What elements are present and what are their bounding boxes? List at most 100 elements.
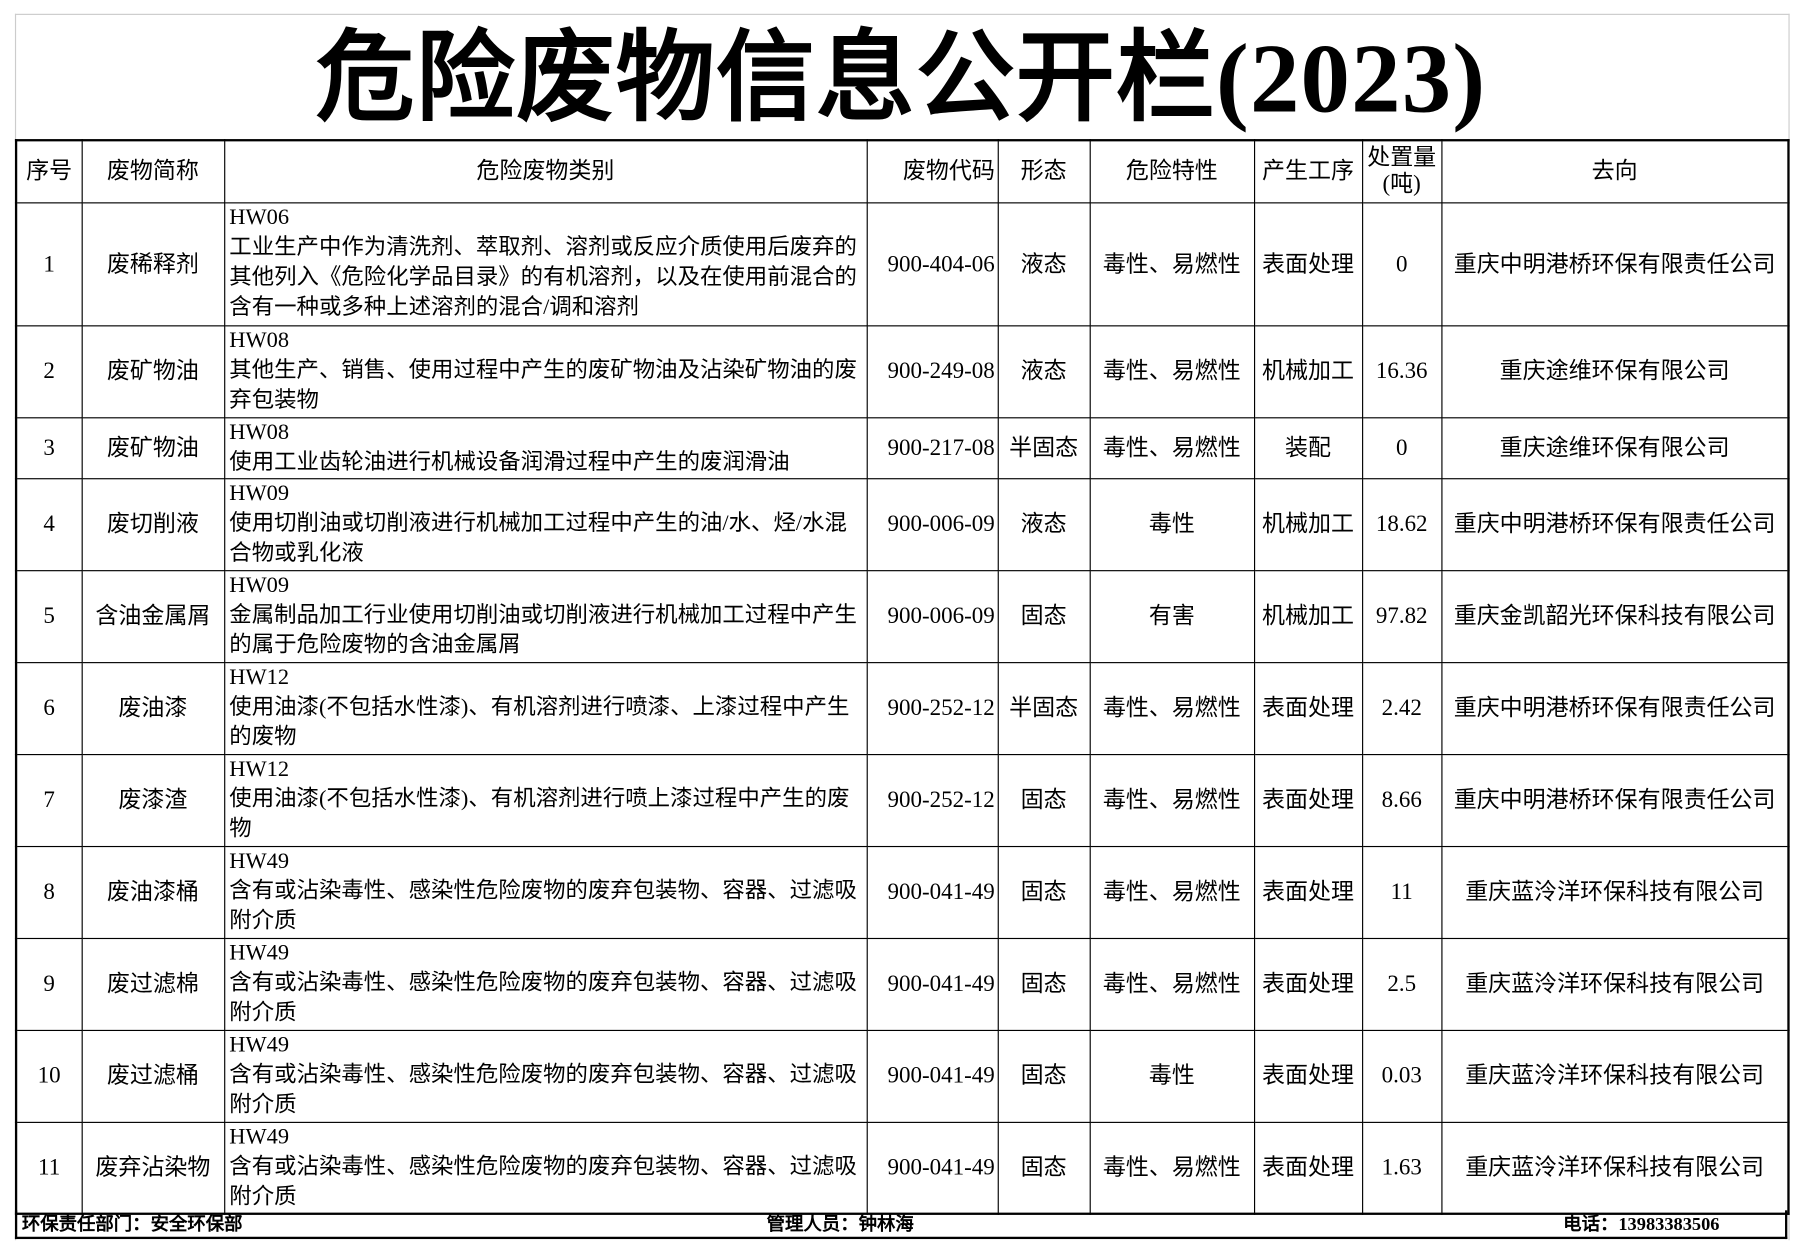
page-title: 危险废物信息公开栏(2023)	[315, 22, 1487, 134]
waste-form: 固态	[997, 1029, 1091, 1123]
disposal-amount: 8.66	[1361, 753, 1442, 847]
footer-phone: 电话：13983383506	[1563, 1214, 1720, 1235]
waste-form: 固态	[997, 845, 1091, 939]
waste-category: HW09 使用切削油或切削液进行机械加工过程中产生的油/水、烃/水混合物或乳化液	[223, 477, 868, 571]
category-code: HW49	[229, 1032, 290, 1057]
waste-category: HW08 其他生产、销售、使用过程中产生的废矿物油及沾染矿物油的废弃包装物	[223, 324, 868, 418]
disposal-amount: 1.63	[1361, 1121, 1442, 1214]
waste-form: 半固态	[997, 416, 1091, 479]
row-number: 2	[15, 324, 83, 418]
row-number: 1	[15, 201, 83, 326]
waste-code: 900-217-08	[866, 416, 999, 479]
waste-category: HW08 使用工业齿轮油进行机械设备润滑过程中产生的废润滑油	[223, 416, 868, 479]
destination: 重庆中明港桥环保有限责任公司	[1440, 661, 1790, 755]
category-description: 含有或沾染毒性、感染性危险废物的废弃包装物、容器、过滤吸附介质	[229, 1062, 857, 1117]
waste-code: 900-041-49	[866, 845, 999, 939]
production-process: 机械加工	[1253, 477, 1363, 571]
waste-form: 半固态	[997, 661, 1091, 755]
category-code: HW49	[229, 1124, 290, 1149]
waste-category: HW09 金属制品加工行业使用切削油或切削液进行机械加工过程中产生的属于危险废物的…	[223, 569, 868, 663]
waste-name: 废过滤棉	[81, 937, 225, 1031]
table-row: 6 废油漆 HW12 使用油漆(不包括水性漆)、有机溶剂进行喷漆、上漆过程中产生的废物…	[15, 661, 1790, 755]
waste-name: 废切削液	[81, 477, 225, 571]
footer-department: 环保责任部门：安全环保部	[21, 1214, 243, 1235]
destination: 重庆中明港桥环保有限责任公司	[1440, 753, 1790, 847]
table-row: 1 废稀释剂 HW06 工业生产中作为清洗剂、萃取剂、溶剂或反应介质使用后废弃的其他列…	[15, 201, 1790, 326]
hazardous-waste-table: 序号 废物简称 危险废物类别 废物代码 形态 危险特性 产生工序 处置量(吨) 去向 1 废稀释剂…	[14, 139, 1790, 1215]
header-no: 序号	[15, 139, 83, 203]
disposal-amount: 0	[1361, 201, 1442, 326]
waste-code: 900-041-49	[866, 1121, 999, 1214]
waste-name: 含油金属屑	[81, 569, 225, 663]
destination: 重庆中明港桥环保有限责任公司	[1440, 201, 1790, 326]
destination: 重庆蓝泠洋环保科技有限公司	[1440, 845, 1790, 939]
disposal-amount: 11	[1361, 845, 1442, 939]
category-description: 使用油漆(不包括水性漆)、有机溶剂进行喷漆、上漆过程中产生的废物	[229, 694, 850, 749]
footer-manager: 管理人员：钟林海	[766, 1214, 914, 1235]
production-process: 表面处理	[1253, 1029, 1363, 1123]
production-process: 表面处理	[1253, 661, 1363, 755]
waste-code: 900-252-12	[866, 753, 999, 847]
hazard-property: 毒性、易燃性	[1089, 201, 1255, 326]
waste-category: HW49 含有或沾染毒性、感染性危险废物的废弃包装物、容器、过滤吸附介质	[223, 1029, 868, 1123]
category-description: 含有或沾染毒性、感染性危险废物的废弃包装物、容器、过滤吸附介质	[229, 1154, 857, 1209]
hazard-property: 毒性、易燃性	[1089, 937, 1255, 1031]
waste-code: 900-404-06	[866, 201, 999, 326]
category-code: HW08	[229, 328, 290, 353]
header-waste-code: 废物代码	[866, 139, 999, 203]
production-process: 表面处理	[1253, 753, 1363, 847]
table-row: 3 废矿物油 HW08 使用工业齿轮油进行机械设备润滑过程中产生的废润滑油 900-21…	[15, 416, 1790, 479]
hazard-property: 有害	[1089, 569, 1255, 663]
waste-code: 900-249-08	[866, 324, 999, 418]
category-description: 使用切削油或切削液进行机械加工过程中产生的油/水、烃/水混合物或乳化液	[229, 510, 847, 565]
header-destination: 去向	[1440, 139, 1790, 203]
table-row: 4 废切削液 HW09 使用切削油或切削液进行机械加工过程中产生的油/水、烃/水混合物…	[15, 477, 1790, 571]
row-number: 9	[15, 937, 83, 1031]
waste-form: 液态	[997, 477, 1091, 571]
destination: 重庆途维环保有限公司	[1440, 416, 1790, 479]
waste-name: 废油漆桶	[81, 845, 225, 939]
table-row: 7 废漆渣 HW12 使用油漆(不包括水性漆)、有机溶剂进行喷上漆过程中产生的废物 90…	[15, 753, 1790, 847]
category-code: HW08	[229, 420, 290, 445]
category-code: HW49	[229, 848, 290, 873]
footer: 环保责任部门：安全环保部 管理人员：钟林海 电话：13983383506	[14, 1210, 1788, 1240]
header-category: 危险废物类别	[223, 139, 868, 203]
header-hazard: 危险特性	[1089, 139, 1255, 203]
destination: 重庆金凯韶光环保科技有限公司	[1440, 569, 1790, 663]
table-row: 8 废油漆桶 HW49 含有或沾染毒性、感染性危险废物的废弃包装物、容器、过滤吸附介质…	[15, 845, 1790, 939]
hazard-property: 毒性、易燃性	[1089, 1121, 1255, 1214]
waste-category: HW49 含有或沾染毒性、感染性危险废物的废弃包装物、容器、过滤吸附介质	[223, 937, 868, 1031]
waste-name: 废稀释剂	[81, 201, 225, 326]
table-row: 11 废弃沾染物 HW49 含有或沾染毒性、感染性危险废物的废弃包装物、容器、过滤吸附…	[15, 1121, 1790, 1214]
waste-category: HW49 含有或沾染毒性、感染性危险废物的废弃包装物、容器、过滤吸附介质	[223, 1121, 868, 1214]
destination: 重庆蓝泠洋环保科技有限公司	[1440, 937, 1790, 1031]
header-amount: 处置量(吨)	[1361, 139, 1442, 203]
disposal-amount: 0.03	[1361, 1029, 1442, 1123]
table-row: 9 废过滤棉 HW49 含有或沾染毒性、感染性危险废物的废弃包装物、容器、过滤吸附介质…	[15, 937, 1790, 1031]
category-description: 工业生产中作为清洗剂、萃取剂、溶剂或反应介质使用后废弃的其他列入《危险化学品目录…	[229, 235, 857, 319]
category-description: 含有或沾染毒性、感染性危险废物的废弃包装物、容器、过滤吸附介质	[229, 970, 857, 1025]
row-number: 7	[15, 753, 83, 847]
header-process: 产生工序	[1253, 139, 1363, 203]
waste-code: 900-006-09	[866, 569, 999, 663]
table-row: 5 含油金属屑 HW09 金属制品加工行业使用切削油或切削液进行机械加工过程中产生的属…	[15, 569, 1790, 663]
waste-name: 废矿物油	[81, 324, 225, 418]
waste-form: 固态	[997, 937, 1091, 1031]
waste-form: 液态	[997, 201, 1091, 326]
disposal-amount: 2.5	[1361, 937, 1442, 1031]
disposal-amount: 0	[1361, 416, 1442, 479]
destination: 重庆蓝泠洋环保科技有限公司	[1440, 1029, 1790, 1123]
disposal-amount: 2.42	[1361, 661, 1442, 755]
disposal-amount: 16.36	[1361, 324, 1442, 418]
table-row: 10 废过滤桶 HW49 含有或沾染毒性、感染性危险废物的废弃包装物、容器、过滤吸附介…	[15, 1029, 1790, 1123]
hazard-property: 毒性、易燃性	[1089, 661, 1255, 755]
waste-form: 固态	[997, 1121, 1091, 1214]
table-row: 2 废矿物油 HW08 其他生产、销售、使用过程中产生的废矿物油及沾染矿物油的废弃包装…	[15, 324, 1790, 418]
waste-name: 废弃沾染物	[81, 1121, 225, 1214]
waste-form: 液态	[997, 324, 1091, 418]
hazard-property: 毒性	[1089, 477, 1255, 571]
production-process: 表面处理	[1253, 1121, 1363, 1214]
production-process: 机械加工	[1253, 324, 1363, 418]
row-number: 10	[15, 1029, 83, 1123]
hazard-property: 毒性、易燃性	[1089, 753, 1255, 847]
